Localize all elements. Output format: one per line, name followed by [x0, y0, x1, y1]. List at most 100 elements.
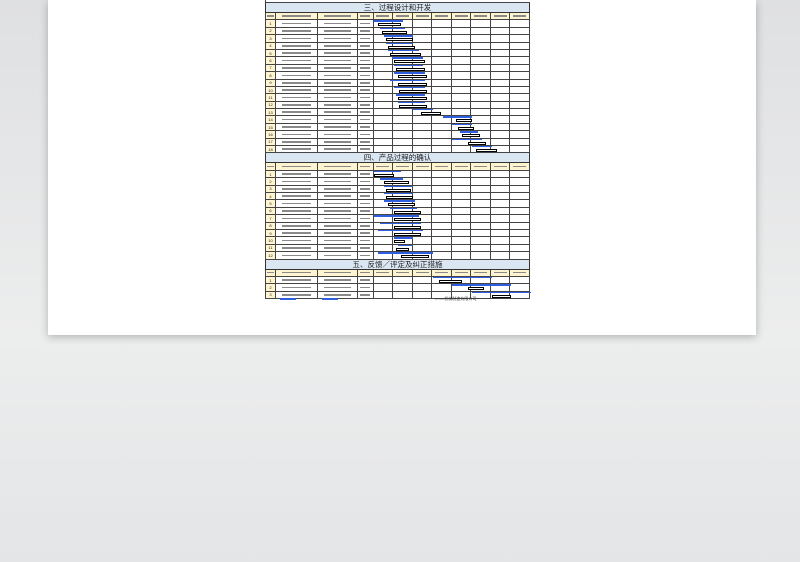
plan-bar — [452, 138, 482, 141]
plan-bar — [393, 237, 414, 239]
plan-bar — [442, 116, 472, 118]
date-cell — [452, 170, 472, 178]
cell-text — [323, 239, 351, 242]
date-cell — [510, 229, 530, 237]
plan-bar — [452, 123, 472, 126]
cell-text — [282, 22, 311, 25]
header-text — [396, 15, 409, 17]
date-cell — [393, 170, 413, 178]
plan-bar — [391, 57, 423, 59]
cell-text — [282, 286, 311, 289]
date-cell — [413, 291, 433, 299]
cell-text — [282, 67, 311, 69]
date-cell — [413, 27, 433, 35]
date-cell — [374, 244, 394, 252]
cell-text — [359, 89, 371, 91]
date-cell — [432, 146, 452, 153]
table-row: 5 — [265, 200, 530, 208]
cell-text — [359, 210, 371, 212]
cell — [318, 138, 358, 146]
cell — [358, 284, 374, 291]
cell-text — [359, 180, 371, 183]
date-cell — [374, 94, 394, 101]
date-header-cell — [452, 269, 472, 276]
date-cell — [510, 244, 530, 252]
cell-text — [359, 74, 371, 77]
cell-text — [359, 104, 371, 106]
date-cell — [471, 123, 491, 131]
cell-text — [282, 59, 311, 62]
date-cell — [510, 42, 530, 49]
row-number-text: 16 — [268, 131, 273, 137]
date-cell — [432, 291, 452, 299]
footer-company: ××××机械制造有限公司 — [435, 296, 477, 301]
cell — [318, 123, 358, 131]
cell-text — [282, 89, 311, 91]
plan-bar — [389, 79, 425, 81]
row-number: 11 — [266, 94, 276, 101]
plan-bar — [379, 178, 404, 180]
date-cell — [393, 20, 413, 27]
header-cell — [358, 163, 374, 170]
cell-text — [282, 118, 311, 121]
row-number: 4 — [266, 42, 276, 49]
date-cell — [413, 207, 433, 215]
table-row: 5 — [265, 49, 530, 58]
cell — [276, 72, 318, 79]
date-cell — [471, 237, 491, 244]
cell — [276, 185, 318, 192]
cell — [276, 276, 318, 284]
row-number-text: 9 — [269, 230, 272, 236]
date-cell — [491, 86, 511, 94]
header-text — [323, 165, 351, 168]
cell-text — [359, 44, 371, 47]
cell — [318, 222, 358, 229]
date-cell — [471, 79, 491, 86]
date-cell — [432, 79, 452, 86]
date-cell — [452, 192, 472, 200]
header-cell — [266, 163, 276, 170]
table-row: 7 — [265, 64, 530, 73]
date-cell — [452, 215, 472, 222]
cell-text — [359, 59, 371, 62]
cell-text — [359, 67, 371, 69]
actual-box — [438, 279, 463, 283]
cell-text — [323, 148, 351, 151]
cell-text — [359, 30, 371, 32]
cell-text — [323, 74, 351, 77]
actual-box — [389, 52, 422, 56]
row-number: 15 — [266, 123, 276, 131]
date-cell — [413, 200, 433, 207]
row-number: 12 — [266, 252, 276, 259]
cell — [318, 72, 358, 79]
table-row: 1 — [265, 276, 530, 285]
date-cell — [452, 244, 472, 252]
date-cell — [432, 42, 452, 49]
cell-text — [359, 52, 371, 54]
header-cell — [358, 13, 374, 20]
date-cell — [432, 178, 452, 185]
cell-text — [359, 37, 371, 40]
date-cell — [491, 237, 511, 244]
plan-bar — [395, 94, 425, 96]
header-text — [493, 165, 507, 168]
date-header-cell — [510, 163, 530, 170]
cell — [358, 72, 374, 79]
header-text — [513, 271, 527, 274]
date-cell — [374, 237, 394, 244]
date-cell — [452, 178, 472, 185]
row-number-text: 2 — [269, 178, 272, 184]
cell — [276, 192, 318, 200]
cell-text — [323, 44, 351, 47]
date-cell — [452, 27, 472, 35]
date-header-cell — [452, 163, 472, 170]
cell — [318, 101, 358, 109]
cell — [276, 229, 318, 237]
date-cell — [471, 94, 491, 101]
header-cell — [318, 13, 358, 20]
cell — [358, 276, 374, 284]
row-number-text: 4 — [269, 43, 272, 49]
cell — [318, 207, 358, 215]
cell-text — [359, 111, 371, 114]
table-row: 15 — [265, 123, 530, 132]
